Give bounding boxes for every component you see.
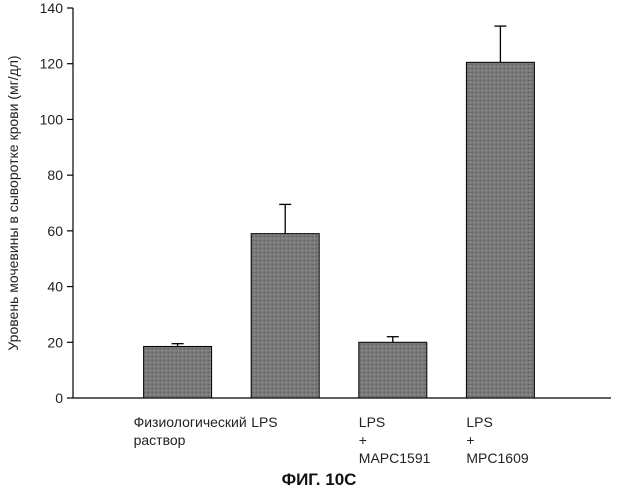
y-tick-label: 140 [40,0,64,16]
y-tick-label: 20 [47,334,63,350]
y-tick-label: 100 [40,111,64,127]
x-category-label: MPC1609 [466,450,528,466]
bar [359,342,427,398]
category-labels: Физиологический раствор LPS LPS + MAPC1591 LPS… [134,414,529,466]
bar [144,346,212,398]
bar [251,234,319,398]
bar-chart: 0 20 40 60 80 100 120 140 Физиологический раство… [0,0,638,470]
y-tick-label: 60 [47,223,63,239]
x-category-label: + [466,432,474,448]
y-tick-label: 80 [47,167,63,183]
x-category-label: LPS [251,414,277,430]
x-category-label: LPS [466,414,492,430]
x-category-label: раствор [134,432,186,448]
x-category-label: Физиологический [134,414,247,430]
y-axis-label: Уровень мочевины в сыворотке крови (мг/д… [5,55,21,350]
y-tick-label: 40 [47,279,63,295]
x-category-label: MAPC1591 [359,450,431,466]
y-tick-label: 120 [40,56,64,72]
x-category-label: LPS [359,414,385,430]
bar [466,62,534,398]
bars [144,26,535,398]
y-tick-label: 0 [55,390,63,406]
x-category-label: + [359,432,367,448]
figure-caption: ФИГ. 10С [0,470,638,490]
